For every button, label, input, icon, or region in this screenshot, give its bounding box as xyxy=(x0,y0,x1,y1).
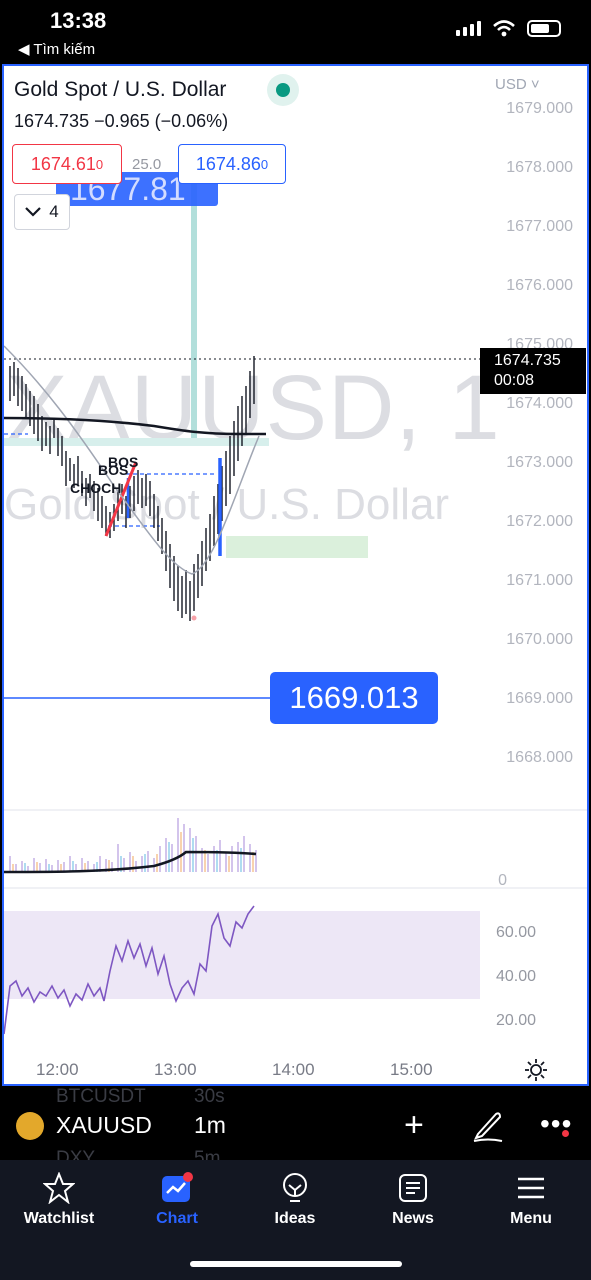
candlesticks xyxy=(9,356,255,621)
impulse-line xyxy=(104,461,138,537)
demand-zone xyxy=(226,536,368,558)
status-bar: 13:38 ◀ Tìm kiếm xyxy=(0,0,591,64)
price-axis-label: 1672.000 xyxy=(506,513,573,530)
volume-moving-average xyxy=(4,850,257,874)
symbol-toolbar: BTCUSDT 30s XAUUSD 1m DXY 5m + ••• xyxy=(0,1086,591,1169)
home-indicator[interactable] xyxy=(190,1261,402,1267)
menu-icon xyxy=(518,1177,544,1199)
rsi-axis-label: 60.00 xyxy=(496,924,537,941)
interval-selector[interactable]: 1m xyxy=(194,1112,226,1138)
price-axis-label: 1674.000 xyxy=(506,395,573,412)
time-axis-label: 13:00 xyxy=(154,1060,197,1079)
rsi-axis-label: 40.00 xyxy=(496,968,537,985)
tab-watchlist[interactable]: Watchlist xyxy=(4,1172,114,1228)
price-axis-label: 1668.000 xyxy=(506,749,573,766)
price-axis-label: 1678.000 xyxy=(506,159,573,176)
chart-panel[interactable]: XAUUSD, 1 Gold Spot / U.S. Dollar xyxy=(2,64,589,1086)
volume-axis-label: 0 xyxy=(498,872,507,889)
price-axis-label: 1671.000 xyxy=(506,572,573,589)
slow-moving-average xyxy=(4,416,266,436)
choch-label: CHOCH xyxy=(70,480,122,496)
price-axis-label: 1670.000 xyxy=(506,631,573,648)
battery-icon xyxy=(527,20,561,37)
market-open-indicator[interactable] xyxy=(267,74,299,106)
drawing-tools-pen-icon[interactable] xyxy=(472,1108,504,1142)
price-quote: 1674.735 −0.965 (−0.06%) xyxy=(14,111,229,131)
notification-dot xyxy=(562,1130,569,1137)
horizontal-line-price-tag[interactable]: 1669.013 xyxy=(270,672,438,724)
lightbulb-icon xyxy=(283,1173,307,1202)
chevron-down-icon xyxy=(25,207,42,217)
volume-bars xyxy=(9,818,257,872)
rsi-line xyxy=(4,905,255,1035)
rsi-axis-label: 20.00 xyxy=(496,1012,537,1029)
sell-button[interactable]: 1674.61 0 xyxy=(12,144,122,184)
bottom-tab-bar: Watchlist Chart Ideas News Menu xyxy=(0,1160,591,1280)
symbol-selector[interactable]: XAUUSD xyxy=(56,1112,152,1138)
tab-news[interactable]: News xyxy=(358,1172,468,1228)
spread-value: 25.0 xyxy=(132,156,162,173)
bos-label: BOS xyxy=(108,454,139,470)
bos-label: BOS xyxy=(98,462,129,478)
chart-icon xyxy=(162,1172,193,1202)
price-chart[interactable] xyxy=(4,66,587,1084)
back-to-search-link[interactable]: ◀ Tìm kiếm xyxy=(18,41,96,58)
fast-moving-average xyxy=(4,345,260,575)
chart-settings-gear-icon[interactable] xyxy=(524,1058,548,1082)
status-time: 13:38 xyxy=(50,8,107,33)
cellular-signal-icon xyxy=(456,21,481,36)
tab-ideas[interactable]: Ideas xyxy=(240,1172,350,1228)
tab-chart[interactable]: Chart xyxy=(122,1172,232,1228)
time-axis-label: 12:00 xyxy=(36,1060,79,1079)
time-axis-label: 15:00 xyxy=(390,1060,433,1079)
time-axis-label: 14:00 xyxy=(272,1060,315,1079)
news-icon xyxy=(399,1174,427,1202)
bar-countdown: 00:08 xyxy=(494,372,535,389)
price-axis-label: 1673.000 xyxy=(506,454,573,471)
scroll-ghost-interval: 30s xyxy=(194,1086,225,1107)
price-axis-label: 1677.000 xyxy=(506,218,573,235)
last-price-label: 1674.735 00:08 xyxy=(480,348,586,394)
rsi-band xyxy=(4,911,480,999)
indicator-count: 4 xyxy=(49,202,59,221)
wifi-icon xyxy=(493,20,515,37)
price-axis-label: 1669.000 xyxy=(506,690,573,707)
star-icon xyxy=(43,1172,75,1204)
indicator-collapse-button[interactable]: 4 xyxy=(14,194,70,230)
symbol-title[interactable]: Gold Spot / U.S. Dollar xyxy=(14,78,227,101)
status-icons xyxy=(456,20,561,37)
add-indicator-plus-icon[interactable]: + xyxy=(404,1106,424,1144)
currency-selector[interactable]: USD ˅ xyxy=(495,76,540,93)
scroll-ghost-symbol: BTCUSDT xyxy=(56,1086,146,1107)
price-axis-label: 1676.000 xyxy=(506,277,573,294)
gold-logo-icon xyxy=(16,1112,44,1140)
tab-menu[interactable]: Menu xyxy=(476,1172,586,1228)
supply-zone xyxy=(4,438,269,446)
buy-button[interactable]: 1674.86 0 xyxy=(178,144,286,184)
price-axis-label: 1679.000 xyxy=(506,100,573,117)
